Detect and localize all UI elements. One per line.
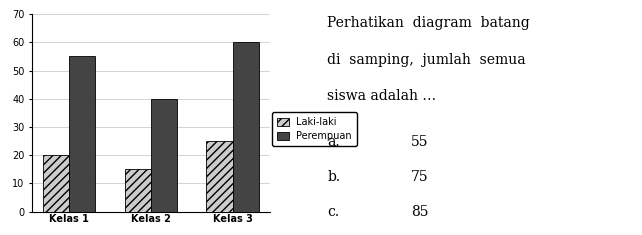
Legend: Laki-laki, Perempuan: Laki-laki, Perempuan <box>272 112 357 146</box>
Text: a.: a. <box>327 135 340 149</box>
Text: b.: b. <box>327 170 340 184</box>
Text: siswa adalah …: siswa adalah … <box>327 89 437 103</box>
Text: di  samping,  jumlah  semua: di samping, jumlah semua <box>327 53 526 67</box>
Text: 75: 75 <box>411 170 428 184</box>
Bar <box>151 99 177 212</box>
Text: 55: 55 <box>411 135 428 149</box>
Bar <box>232 42 259 212</box>
Bar <box>207 141 232 212</box>
Bar <box>43 155 69 212</box>
Text: Perhatikan  diagram  batang: Perhatikan diagram batang <box>327 16 530 31</box>
Bar <box>125 169 151 212</box>
Bar <box>69 56 95 212</box>
Text: 85: 85 <box>411 205 428 219</box>
Text: c.: c. <box>327 205 340 219</box>
